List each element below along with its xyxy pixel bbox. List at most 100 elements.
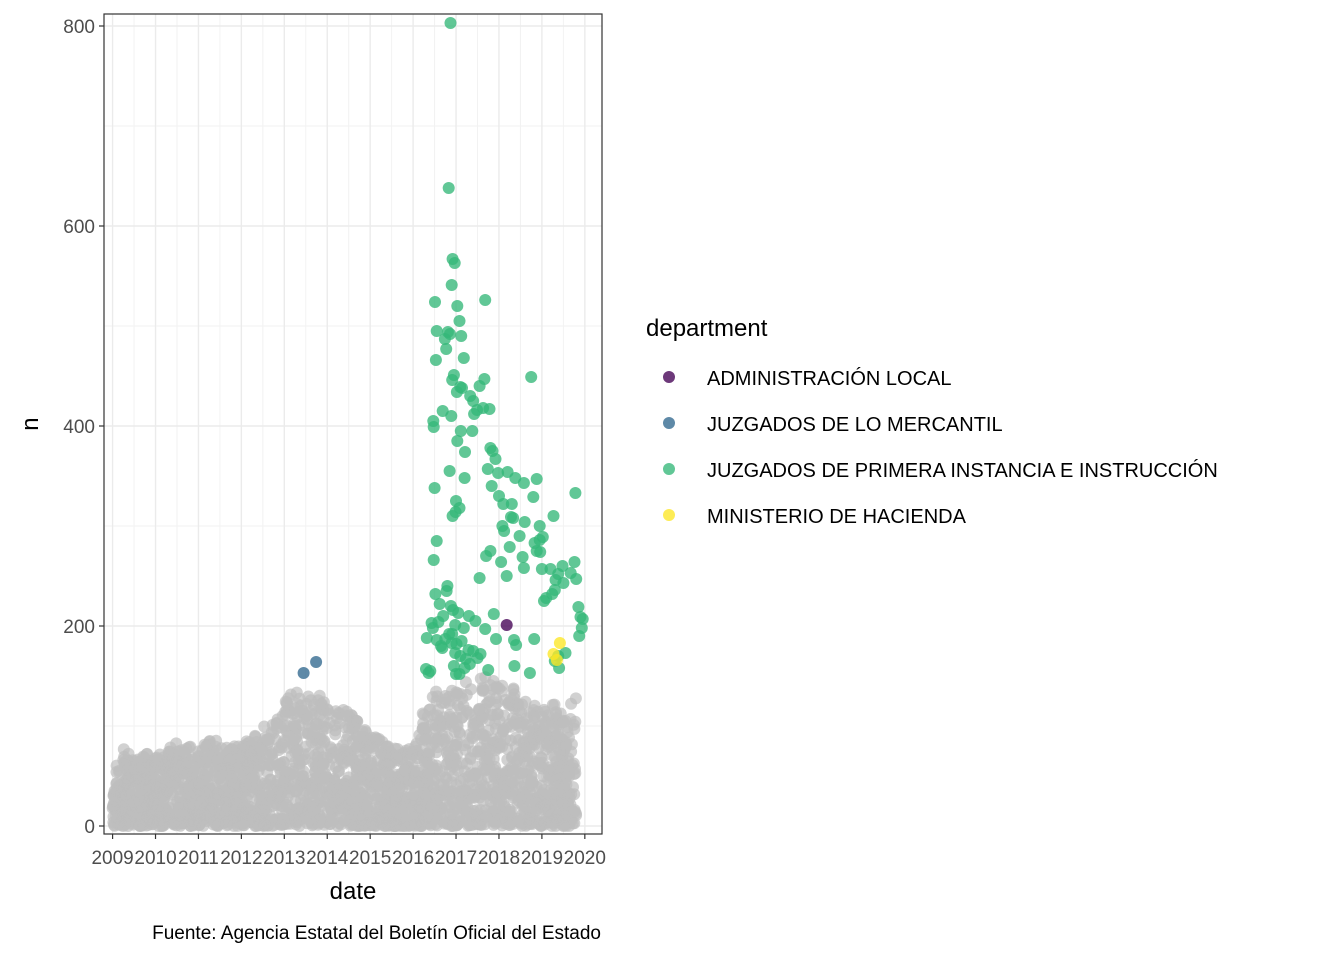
background-point — [523, 742, 536, 755]
background-point — [467, 721, 480, 734]
grid-minor — [104, 14, 602, 834]
background-point — [183, 800, 196, 813]
point — [572, 601, 585, 613]
point — [481, 463, 494, 475]
background-point — [457, 773, 470, 785]
background-point — [495, 685, 508, 698]
point — [473, 380, 486, 392]
point — [500, 619, 513, 631]
x-tick-label: 2019 — [521, 848, 563, 869]
background-point — [366, 817, 379, 830]
background-point — [329, 728, 342, 741]
background-point — [225, 773, 238, 786]
background-point — [390, 752, 403, 765]
background-point — [207, 818, 220, 831]
y-tick-label: 400 — [63, 417, 95, 438]
background-point — [364, 757, 377, 770]
background-point — [117, 743, 130, 756]
background-point — [286, 765, 299, 778]
background-point — [551, 813, 564, 826]
background-point — [472, 703, 485, 716]
background-point — [355, 759, 368, 772]
background-point — [440, 758, 453, 771]
point — [429, 296, 441, 308]
background-point — [239, 778, 252, 791]
background-point — [295, 794, 307, 807]
background-point — [403, 773, 416, 786]
background-point — [505, 815, 518, 828]
background-point — [446, 806, 459, 818]
point — [538, 595, 550, 607]
background-point — [211, 754, 224, 767]
background-point — [505, 805, 518, 818]
background-point — [568, 817, 581, 830]
background-point — [163, 775, 176, 788]
point — [422, 667, 435, 679]
background-point — [456, 711, 468, 724]
point — [495, 556, 508, 568]
background-point — [209, 740, 222, 753]
background-point — [553, 787, 566, 800]
background-point — [483, 753, 496, 765]
background-point — [237, 817, 250, 830]
point — [503, 541, 516, 553]
background-point — [363, 805, 376, 818]
point — [534, 546, 547, 558]
background-point — [390, 771, 403, 784]
y-tick-label: 200 — [63, 617, 95, 638]
background-point — [537, 784, 550, 797]
point — [576, 613, 589, 625]
background-point — [133, 819, 146, 832]
background-point — [509, 731, 522, 744]
point — [468, 408, 481, 420]
point — [451, 300, 464, 312]
point — [536, 531, 549, 543]
point — [490, 633, 502, 645]
background-point — [429, 788, 442, 801]
point — [466, 425, 479, 437]
background-point — [506, 766, 519, 779]
background-point — [380, 741, 393, 754]
point — [492, 467, 505, 479]
background-point — [445, 776, 458, 789]
y-axis-title: n — [17, 417, 44, 430]
background-point — [314, 813, 327, 826]
background-point — [320, 722, 333, 734]
point — [455, 330, 468, 342]
background-point — [565, 745, 578, 758]
point — [454, 425, 467, 437]
point — [569, 487, 582, 499]
background-point — [290, 686, 303, 699]
point — [557, 577, 570, 589]
point — [500, 570, 513, 582]
background-point — [254, 742, 266, 754]
point — [544, 563, 557, 575]
background-point — [227, 819, 240, 832]
point — [528, 633, 541, 645]
point — [450, 386, 463, 398]
background-point — [199, 786, 211, 799]
background-point — [176, 808, 189, 821]
legend: department ADMINISTRACIÓN LOCAL JUZGADOS … — [646, 315, 1218, 528]
background-point — [512, 752, 525, 765]
background-point — [339, 813, 352, 826]
background-point — [162, 756, 175, 769]
x-axis-title: date — [330, 878, 377, 905]
background-point — [289, 814, 302, 827]
point — [453, 315, 466, 327]
background-point — [538, 799, 551, 812]
background-point — [459, 676, 472, 689]
background-point — [315, 741, 328, 754]
background-point — [449, 739, 462, 752]
background-point — [478, 732, 491, 745]
x-tick-label: 2016 — [392, 848, 434, 869]
point — [517, 562, 530, 574]
background-point — [524, 817, 537, 830]
legend-label: ADMINISTRACIÓN LOCAL — [707, 367, 951, 390]
point — [477, 402, 490, 414]
background-point — [464, 788, 477, 801]
background-point — [323, 707, 336, 720]
point — [440, 343, 453, 355]
background-point — [281, 790, 294, 803]
background-point — [310, 772, 323, 785]
